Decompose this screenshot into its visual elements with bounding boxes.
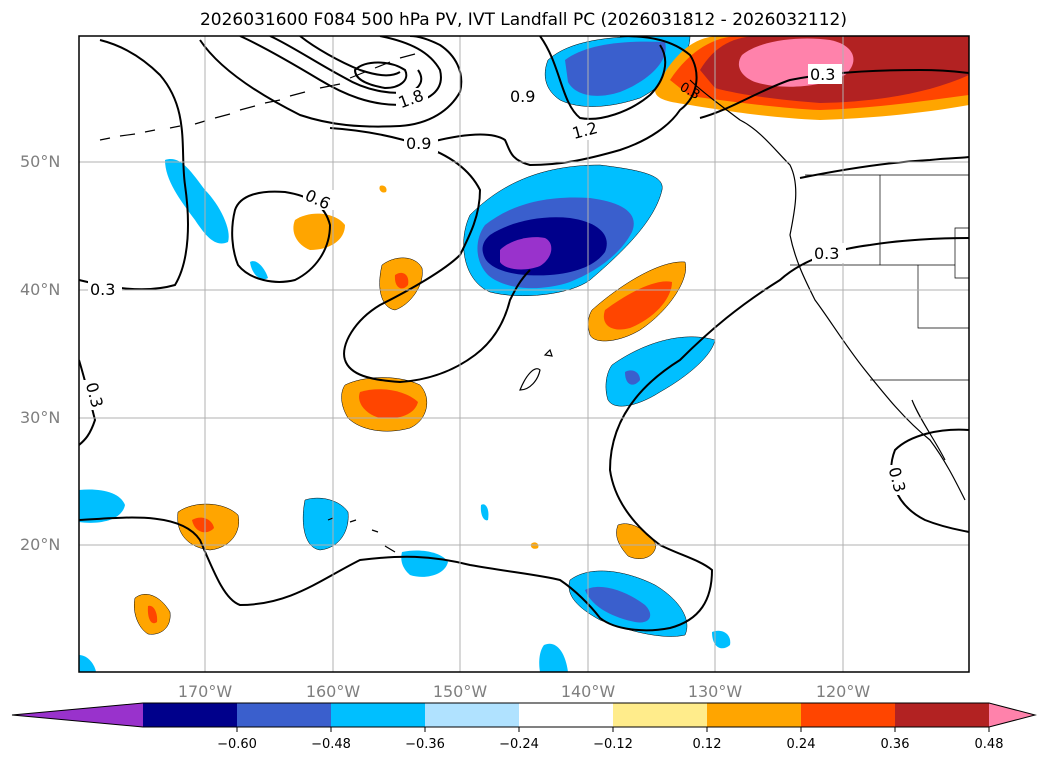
contour-03-north-east: [699, 68, 969, 119]
colorbar-tick-label: −0.36: [405, 737, 445, 752]
colorbar-tick-label: 0.24: [786, 737, 816, 752]
contour-main: [79, 237, 969, 632]
contour-06-loop: [231, 190, 332, 283]
hawaii-islands: [327, 517, 396, 553]
contour-north-3: [299, 36, 401, 77]
contour-label: 0.3: [90, 280, 115, 299]
map-frame: [78, 35, 970, 673]
lon-label-140w: 140°W: [560, 682, 616, 701]
negative-anomaly-regions: [79, 36, 731, 672]
contour-label: 0.3: [814, 244, 839, 263]
coastlines: [99, 53, 966, 553]
contour-label: 0.9: [510, 87, 535, 106]
neg-region-east: [605, 336, 716, 407]
contour-north-2: [269, 36, 423, 94]
contour-12: [539, 36, 667, 120]
colorbar-tick-label: −0.24: [499, 737, 539, 752]
gridlines: [79, 36, 969, 672]
aleutian-islands: [99, 53, 416, 141]
lon-label-160w: 160°W: [305, 682, 361, 701]
map-background: [79, 36, 969, 672]
contour-label: 0.3: [810, 65, 835, 84]
colorbar-tick-label: −0.48: [311, 737, 351, 752]
contour-sw-loop: [79, 359, 97, 446]
lat-label-40n: 40°N: [20, 280, 61, 299]
north-america-coast: [689, 79, 966, 501]
colorbar-tick-label: 0.12: [692, 737, 722, 752]
lat-label-30n: 30°N: [20, 408, 61, 427]
state-borders: [790, 174, 969, 381]
colorbar-tick-label: 0.48: [974, 737, 1004, 752]
contour-03-east-mid: [799, 156, 969, 179]
lon-label-170w: 170°W: [177, 682, 233, 701]
pv-contours: [79, 36, 969, 632]
colorbar-tick-label: −0.12: [593, 737, 633, 752]
lon-label-130w: 130°W: [687, 682, 743, 701]
colorbar-tick-label: −0.60: [217, 737, 257, 752]
contour-north-inner: [353, 61, 408, 90]
lon-label-150w: 150°W: [432, 682, 488, 701]
lat-label-20n: 20°N: [20, 535, 61, 554]
lat-label-50n: 50°N: [20, 152, 61, 171]
contour-outer-west: [79, 39, 189, 291]
contour-09-loop: [199, 36, 463, 128]
lon-label-120w: 120°W: [815, 682, 871, 701]
contour-label: 0.9: [406, 134, 431, 153]
neg-region-west: [165, 159, 229, 244]
contour-lower-left: [344, 269, 531, 384]
map-title: 2026031600 F084 500 hPa PV, IVT Landfall…: [199, 10, 847, 30]
colorbar-tick-label: 0.36: [880, 737, 910, 752]
